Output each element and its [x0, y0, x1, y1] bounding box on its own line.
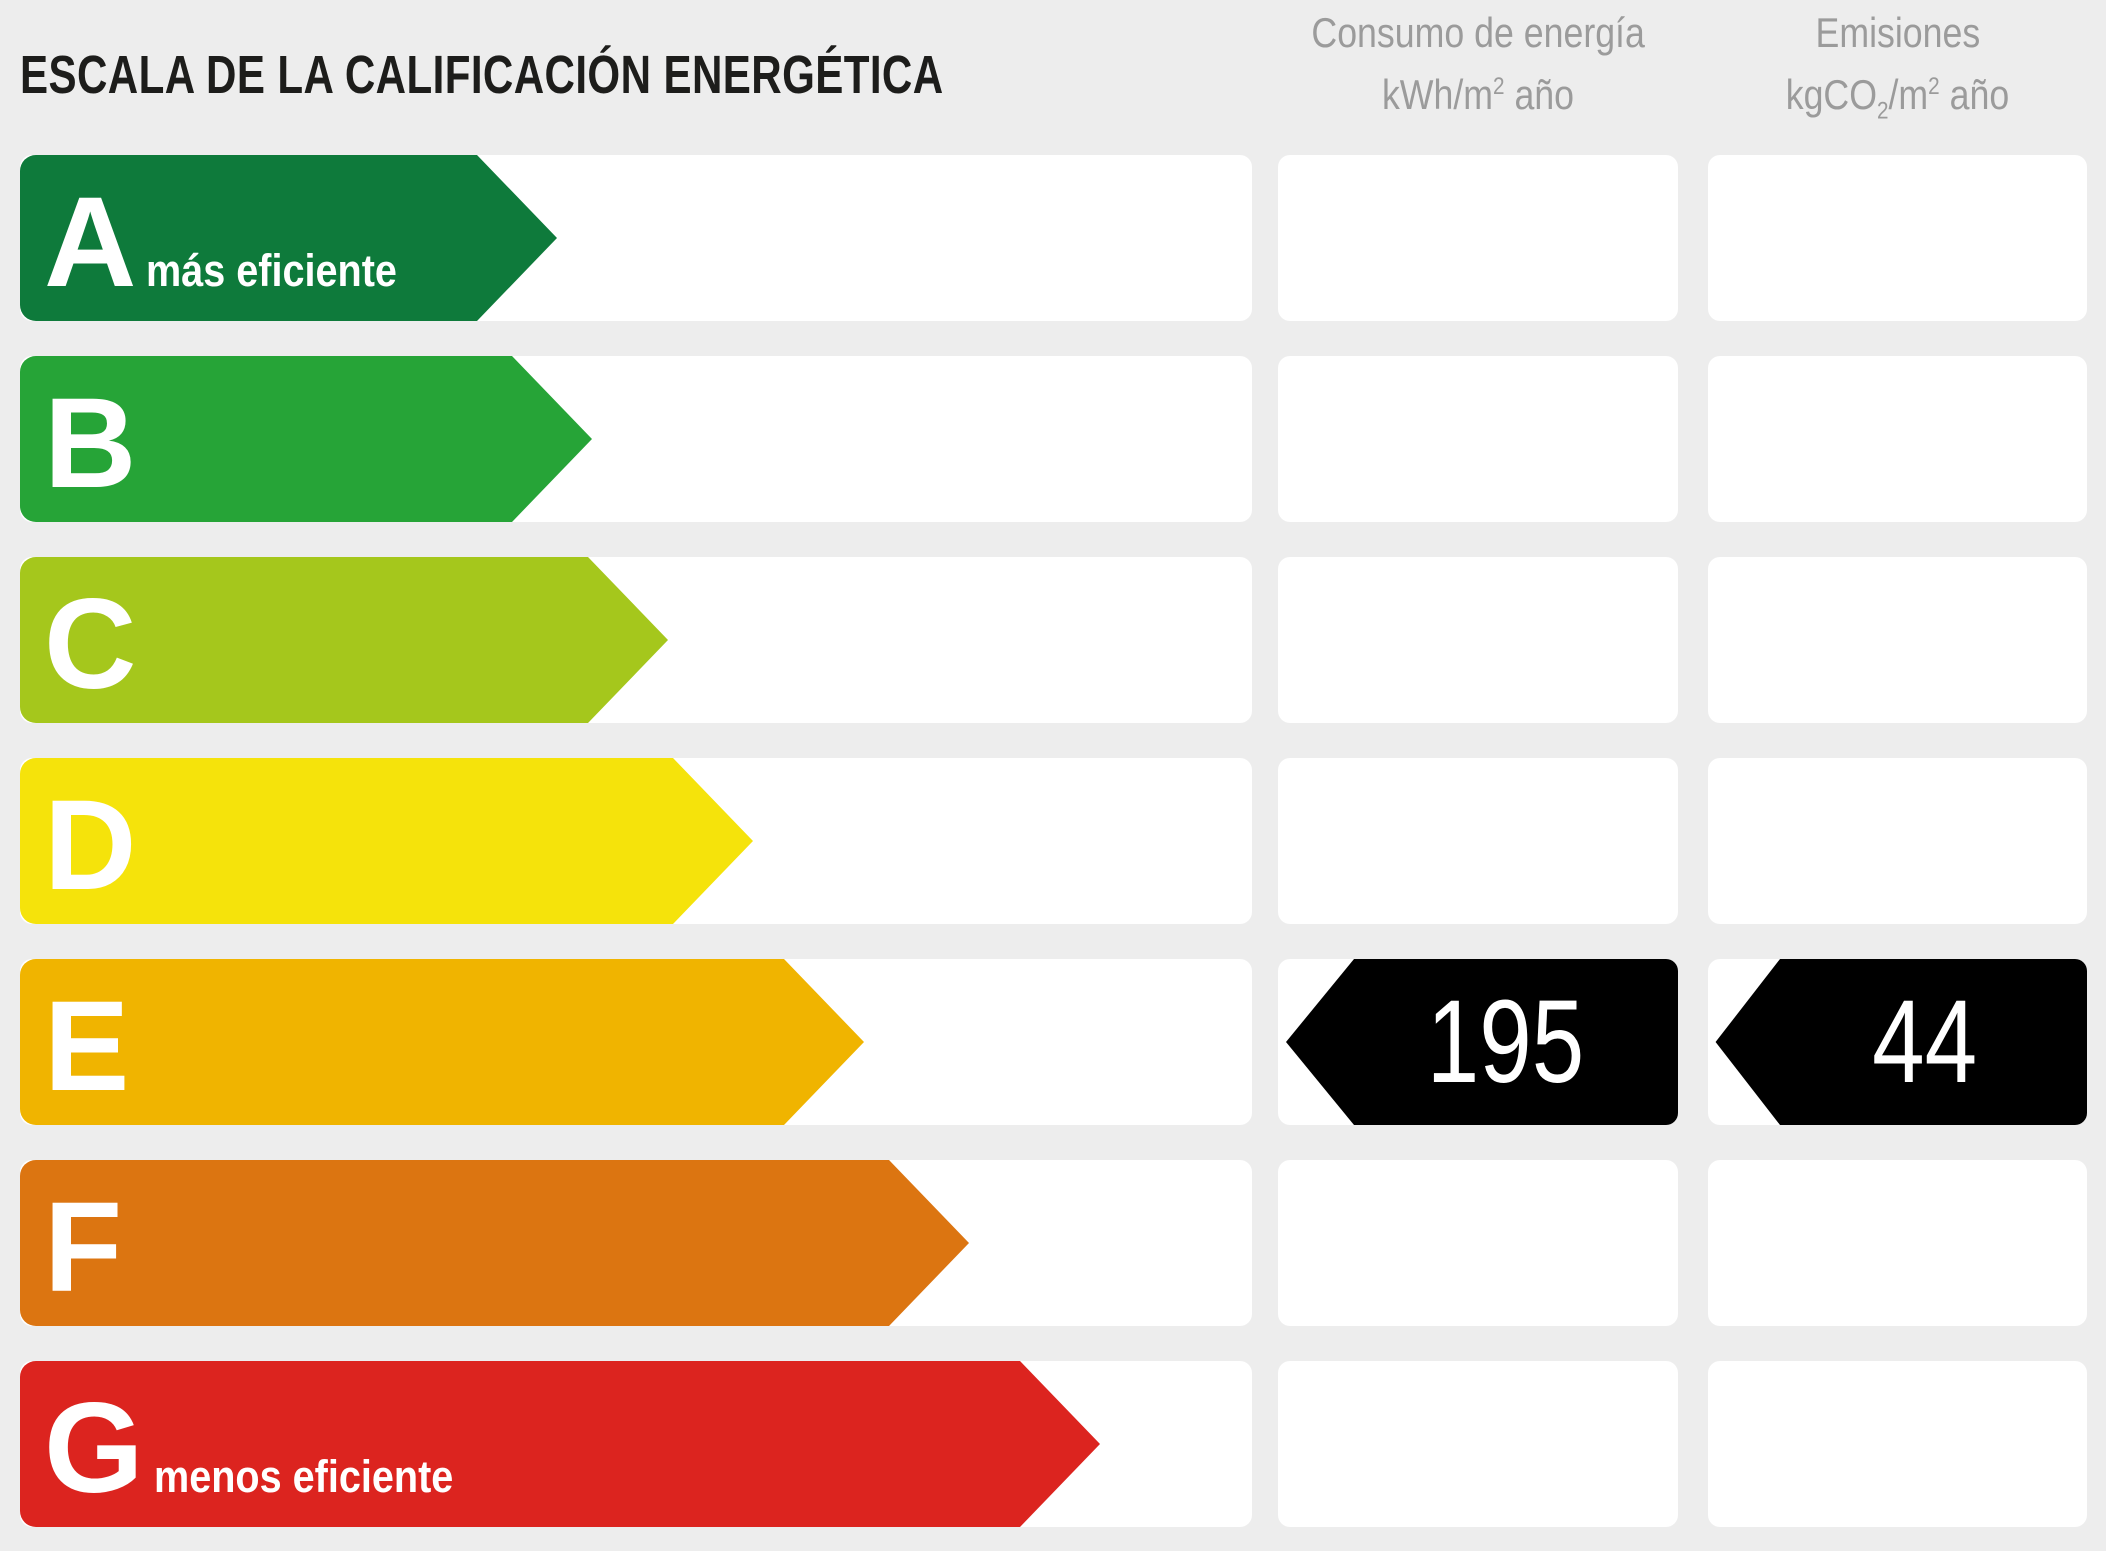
rating-bar-g: G menos eficiente	[20, 1361, 1100, 1527]
emisiones-cell-g	[1708, 1361, 2087, 1527]
rating-bar-f: F	[20, 1160, 969, 1326]
rating-rows: A más eficiente B C	[20, 155, 2087, 1551]
consumo-header-line1: Consumo de energía	[1311, 9, 1645, 56]
emisiones-column-header: Emisiones kgCO2/m2 año	[1708, 6, 2087, 138]
rating-track-a: A más eficiente	[20, 155, 1252, 321]
rating-track-d: D	[20, 758, 1252, 924]
rating-row-d: D	[20, 758, 2087, 924]
emisiones-cell-c	[1708, 557, 2087, 723]
rating-row-f: F	[20, 1160, 2087, 1326]
consumo-cell-b	[1278, 356, 1678, 522]
rating-row-a: A más eficiente	[20, 155, 2087, 321]
rating-letter-d: D	[44, 774, 137, 917]
consumo-value: 195	[1426, 976, 1585, 1108]
rating-track-f: F	[20, 1160, 1252, 1326]
rating-note-g: menos eficiente	[153, 1451, 453, 1502]
rating-bar-b: B	[20, 356, 592, 522]
consumo-cell-c	[1278, 557, 1678, 723]
rating-row-e: E 195 44	[20, 959, 2087, 1125]
rating-track-g: G menos eficiente	[20, 1361, 1252, 1527]
rating-row-g: G menos eficiente	[20, 1361, 2087, 1527]
rating-letter-a: A	[44, 171, 137, 314]
rating-letter-c: C	[44, 573, 137, 716]
rating-letter-e: E	[44, 975, 130, 1118]
rating-note-a: más eficiente	[146, 245, 398, 296]
emisiones-cell-b	[1708, 356, 2087, 522]
rating-track-e: E	[20, 959, 1252, 1125]
page-title: ESCALA DE LA CALIFICACIÓN ENERGÉTICA	[20, 45, 944, 106]
emisiones-value-marker: 44	[1715, 959, 2087, 1125]
consumo-value-marker: 195	[1286, 959, 1678, 1125]
rating-bar-a: A más eficiente	[20, 155, 557, 321]
rating-row-c: C	[20, 557, 2087, 723]
rating-bar-c: C	[20, 557, 668, 723]
consumo-cell-e: 195	[1278, 959, 1678, 1125]
rating-track-c: C	[20, 557, 1252, 723]
emisiones-cell-e: 44	[1708, 959, 2087, 1125]
rating-bar-e: E	[20, 959, 864, 1125]
rating-letter-b: B	[44, 372, 137, 515]
consumo-cell-g	[1278, 1361, 1678, 1527]
rating-row-b: B	[20, 356, 2087, 522]
emisiones-cell-a	[1708, 155, 2087, 321]
consumo-header-unit: kWh/m2 año	[1381, 71, 1575, 118]
consumo-column-header: Consumo de energía kWh/m2 año	[1278, 6, 1678, 122]
emisiones-cell-d	[1708, 758, 2087, 924]
rating-bar-d: D	[20, 758, 753, 924]
rating-letter-g: G	[44, 1377, 144, 1520]
rating-track-b: B	[20, 356, 1252, 522]
consumo-cell-d	[1278, 758, 1678, 924]
rating-letter-f: F	[44, 1176, 123, 1319]
consumo-cell-f	[1278, 1160, 1678, 1326]
emisiones-header-unit: kgCO2/m2 año	[1785, 71, 2010, 125]
emisiones-header-line1: Emisiones	[1815, 9, 1980, 56]
emisiones-value: 44	[1872, 976, 1978, 1108]
consumo-cell-a	[1278, 155, 1678, 321]
emisiones-cell-f	[1708, 1160, 2087, 1326]
